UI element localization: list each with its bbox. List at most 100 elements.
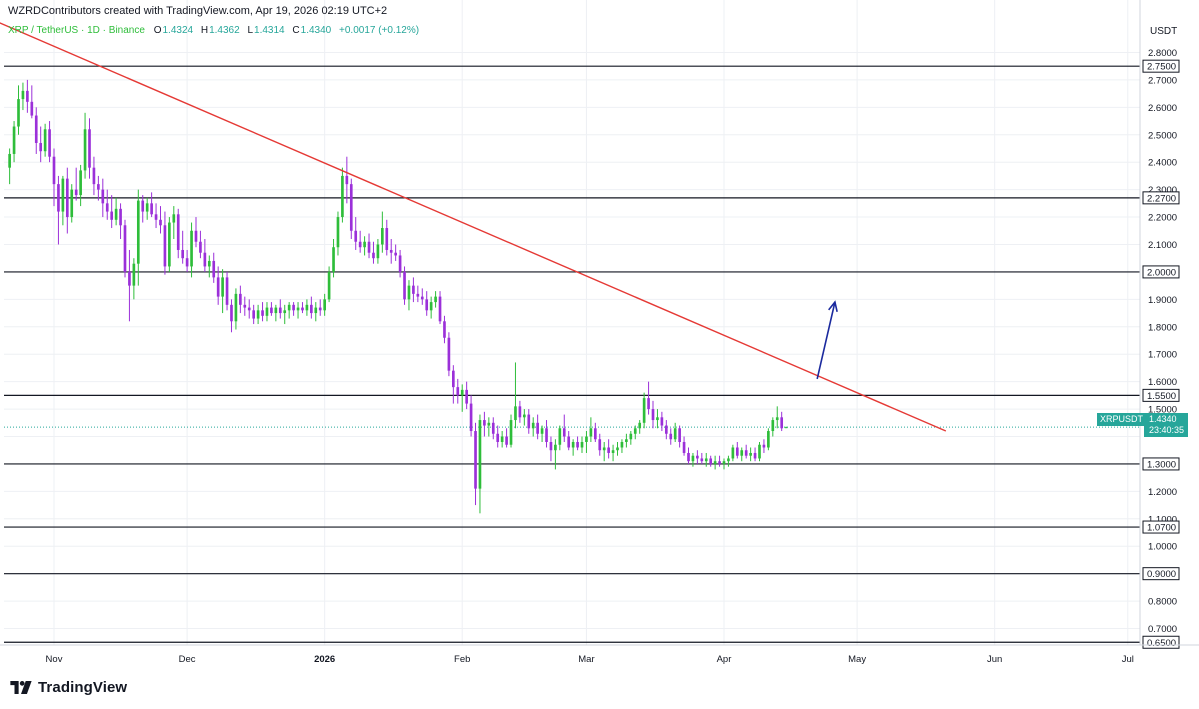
tradingview-logo-icon xyxy=(10,681,32,694)
candle-body xyxy=(598,439,602,451)
candle-body xyxy=(483,420,486,426)
candle-down xyxy=(203,239,207,272)
candle-down xyxy=(74,167,78,201)
candle-down xyxy=(181,230,185,264)
candle-up xyxy=(70,184,74,223)
candle-body xyxy=(656,417,659,421)
candle-body xyxy=(456,387,460,396)
candle-body xyxy=(154,214,158,220)
symbol-price-tag: XRPUSDT xyxy=(1097,413,1147,426)
candle-body xyxy=(633,428,637,434)
candle-up xyxy=(12,121,16,163)
candle-down xyxy=(389,239,393,264)
candle-up xyxy=(554,439,557,470)
candle-down xyxy=(261,302,264,322)
candle-body xyxy=(39,142,43,152)
candle-up xyxy=(585,431,588,453)
candle-body xyxy=(221,277,224,297)
candle-up xyxy=(341,167,344,223)
candle-body xyxy=(278,307,282,314)
candle-body xyxy=(256,310,260,319)
candle-down xyxy=(447,332,451,377)
price-tick-label: 1.6000 xyxy=(1148,377,1177,388)
candle-up xyxy=(43,123,47,157)
candle-body xyxy=(620,442,624,448)
candle-body xyxy=(784,427,788,429)
candle-up xyxy=(136,189,140,286)
candle-body xyxy=(17,99,20,127)
candle-body xyxy=(101,189,105,204)
candle-body xyxy=(416,293,420,297)
candle-body xyxy=(92,167,96,185)
horizontal-levels xyxy=(4,65,1140,643)
candle-body xyxy=(110,211,114,220)
candle-body xyxy=(296,307,300,311)
candle-body xyxy=(771,420,775,432)
candle-body xyxy=(709,458,713,464)
candle-down xyxy=(687,447,690,464)
candle-down xyxy=(88,118,91,179)
candle-down xyxy=(394,244,397,261)
price-tick-label: 2.8000 xyxy=(1148,48,1177,59)
candle-up xyxy=(327,266,331,303)
candle-down xyxy=(678,425,681,448)
candle-body xyxy=(611,450,615,453)
price-unit-label[interactable]: USDT xyxy=(1150,26,1178,37)
candle-body xyxy=(704,458,708,462)
candle-up xyxy=(731,444,735,462)
candle-up xyxy=(620,439,624,453)
level-price-label: 1.5500 xyxy=(1147,391,1176,402)
candle-body xyxy=(531,422,535,429)
candle-body xyxy=(247,307,251,311)
change-value: +0.0017 (+0.12%) xyxy=(339,25,420,36)
candle-up xyxy=(168,217,171,272)
candle-down xyxy=(278,299,282,319)
candle-body xyxy=(509,420,513,445)
candle-body xyxy=(487,422,491,426)
candle-down xyxy=(358,230,362,253)
tradingview-logo[interactable]: TradingView xyxy=(10,679,127,696)
candle-body xyxy=(287,304,291,311)
candle-down xyxy=(443,315,446,344)
candle-up xyxy=(132,258,136,300)
candle-body xyxy=(239,293,242,305)
candle-up xyxy=(478,414,482,514)
candle-up xyxy=(602,442,606,462)
candle-down xyxy=(141,195,145,223)
candle-down xyxy=(647,381,650,415)
candle-up xyxy=(673,422,677,442)
candle-down xyxy=(105,189,109,220)
level-price-box xyxy=(1142,567,1180,581)
candle-body xyxy=(558,428,562,445)
candle-body xyxy=(88,129,91,168)
candle-up xyxy=(633,425,637,440)
candle-down xyxy=(664,420,668,440)
candle-body xyxy=(767,431,770,448)
candle-body xyxy=(744,450,748,456)
candle-body xyxy=(265,307,269,316)
time-tick-label: Feb xyxy=(454,654,470,665)
candle-body xyxy=(438,296,442,322)
symbol-title[interactable]: XRP / TetherUS · 1D · Binance xyxy=(8,25,145,36)
candle-body xyxy=(514,406,517,421)
candle-body xyxy=(762,444,766,448)
candle-up xyxy=(265,302,269,322)
time-tick-label: Nov xyxy=(46,654,63,665)
candle-up xyxy=(722,458,726,470)
candle-down xyxy=(367,233,371,259)
candle-body xyxy=(136,200,140,264)
candle-down xyxy=(696,450,699,464)
candle-body xyxy=(150,203,153,215)
candle-body xyxy=(52,156,56,185)
candle-body xyxy=(651,409,655,421)
candle-down xyxy=(65,167,69,234)
candle-body xyxy=(540,428,544,434)
candle-body xyxy=(79,170,82,196)
candle-up xyxy=(784,426,788,429)
candle-down xyxy=(101,178,105,218)
high-value: 1.4362 xyxy=(209,25,240,36)
candle-down xyxy=(545,420,548,448)
candle-body xyxy=(576,442,579,448)
candle-down xyxy=(239,285,242,314)
candle-down xyxy=(420,288,424,305)
